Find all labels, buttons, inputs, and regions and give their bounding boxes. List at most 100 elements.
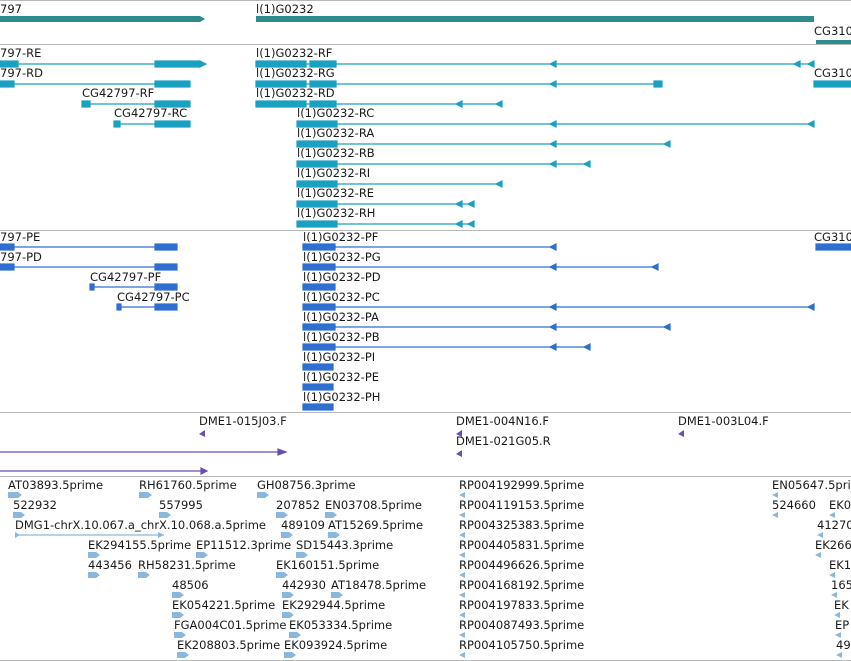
est-marker[interactable]	[829, 572, 835, 578]
transcript-l1g0232-rd[interactable]	[255, 100, 503, 108]
est-marker[interactable]	[459, 572, 465, 578]
protein-label[interactable]: l(1)G0232-PH	[303, 390, 381, 404]
est-marker[interactable]	[282, 612, 294, 618]
protein-l1g0232-pf[interactable]	[302, 243, 557, 251]
est-label[interactable]: AT03893.5prime	[8, 478, 104, 492]
transcript-label[interactable]: l(1)G0232-RB	[297, 146, 375, 160]
est-marker[interactable]	[831, 592, 837, 598]
clone-label[interactable]: DME1-015J03.F	[199, 414, 287, 428]
est-marker[interactable]	[459, 532, 465, 538]
protein-label[interactable]: l(1)G0232-PD	[303, 270, 381, 284]
est-marker[interactable]	[459, 492, 465, 498]
est-label[interactable]: RP004105750.5prime	[459, 638, 585, 652]
est-label[interactable]: EN03708.5prime	[325, 498, 422, 512]
est-marker[interactable]	[459, 592, 465, 598]
est-marker[interactable]	[276, 572, 288, 578]
protein-l1g0232-ph[interactable]	[302, 403, 334, 411]
protein-l1g0232-pe[interactable]	[302, 383, 334, 391]
protein-cg42797-pc[interactable]	[116, 303, 178, 311]
transcript-label[interactable]: 797-RE	[0, 46, 42, 60]
est-marker[interactable]	[196, 552, 208, 558]
est-marker[interactable]	[172, 592, 184, 598]
est-label[interactable]: RP004087493.5prime	[459, 618, 585, 632]
est-marker[interactable]	[88, 572, 100, 578]
est-label[interactable]: AT15269.5prime	[328, 518, 424, 532]
est-marker[interactable]	[296, 552, 308, 558]
transcript-797-rd[interactable]	[0, 80, 191, 88]
clone-span[interactable]	[0, 448, 288, 456]
gene-bar-cg310[interactable]	[816, 40, 851, 44]
transcript-label[interactable]: l(1)G0232-RH	[297, 206, 376, 220]
est-marker[interactable]	[772, 512, 778, 518]
transcript-l1g0232-rc[interactable]	[296, 120, 815, 128]
est-marker[interactable]	[331, 592, 343, 598]
transcript-l1g0232-ri[interactable]	[296, 180, 503, 188]
est-label[interactable]: EK294155.5prime	[88, 538, 192, 552]
est-label[interactable]: EK053334.5prime	[289, 618, 393, 632]
est-marker[interactable]	[328, 532, 340, 538]
clone-label[interactable]: DME1-003L04.F	[678, 414, 769, 428]
est-marker[interactable]	[257, 492, 269, 498]
est-marker[interactable]	[174, 632, 186, 638]
est-label[interactable]: DMG1-chrX.10.067.a_chrX.10.068.a.5prime	[15, 518, 267, 532]
est-label[interactable]: 524660	[772, 498, 816, 512]
est-marker[interactable]	[172, 612, 184, 618]
transcript-label[interactable]: l(1)G0232-RE	[297, 186, 375, 200]
est-marker[interactable]	[284, 652, 296, 658]
clone-marker[interactable]	[199, 430, 205, 437]
est-label[interactable]: 522932	[13, 498, 57, 512]
gene-bar-l1g0232[interactable]	[256, 16, 814, 22]
est-label[interactable]: 49	[836, 638, 851, 652]
protein-l1g0232-pa[interactable]	[302, 323, 671, 331]
protein-l1g0232-pd[interactable]	[302, 283, 336, 291]
gene-bar-797[interactable]	[0, 16, 205, 22]
est-label[interactable]: 489109	[281, 518, 325, 532]
transcript-label[interactable]: l(1)G0232-RC	[297, 106, 375, 120]
est-label[interactable]: RP004197833.5prime	[459, 598, 585, 612]
clone-label[interactable]: DME1-021G05.R	[456, 434, 551, 448]
est-label[interactable]: RP004168192.5prime	[459, 578, 585, 592]
est-label[interactable]: EK266	[815, 538, 851, 552]
transcript-l1g0232-re[interactable]	[296, 200, 475, 208]
est-label[interactable]: RP004325383.5prime	[459, 518, 585, 532]
est-label[interactable]: FGA004C01.5prime	[174, 618, 287, 632]
transcript-label[interactable]: l(1)G0232-RA	[297, 126, 375, 140]
protein-797-pd[interactable]	[0, 263, 178, 271]
transcript-cg310[interactable]	[813, 80, 851, 88]
est-label[interactable]: 48506	[172, 578, 209, 592]
est-marker[interactable]	[325, 512, 337, 518]
est-label[interactable]: RP004405831.5prime	[459, 538, 585, 552]
est-marker[interactable]	[282, 592, 294, 598]
transcript-l1g0232-rh[interactable]	[296, 220, 475, 228]
transcript-label[interactable]: CG42797-RF	[82, 86, 155, 100]
protein-label[interactable]: l(1)G0232-PC	[303, 290, 380, 304]
est-label[interactable]: 165	[831, 578, 851, 592]
protein-label[interactable]: CG310	[814, 230, 851, 244]
est-label[interactable]: EK054221.5prime	[172, 598, 276, 612]
transcript-l1g0232-ra[interactable]	[296, 140, 671, 148]
transcript-label[interactable]: CG310	[814, 66, 851, 80]
est-marker[interactable]	[459, 512, 465, 518]
est-marker[interactable]	[159, 512, 171, 518]
protein-label[interactable]: CG42797-PF	[90, 270, 162, 284]
transcript-label[interactable]: CG42797-RC	[114, 106, 188, 120]
clone-marker[interactable]	[456, 450, 462, 457]
clone-label[interactable]: DME1-004N16.F	[456, 414, 549, 428]
transcript-l1g0232-rg[interactable]	[255, 80, 663, 88]
transcript-label[interactable]: l(1)G0232-RG	[256, 66, 335, 80]
est-label[interactable]: SD15443.3prime	[296, 538, 394, 552]
est-marker[interactable]	[459, 552, 465, 558]
est-marker[interactable]	[815, 552, 821, 558]
est-label[interactable]: RH58231.5prime	[138, 558, 236, 572]
est-label[interactable]: 41270	[817, 518, 851, 532]
est-marker[interactable]	[835, 632, 841, 638]
protein-label[interactable]: 797-PD	[0, 250, 42, 264]
est-label[interactable]: 207852	[276, 498, 320, 512]
est-label[interactable]: EK1	[829, 558, 851, 572]
protein-label[interactable]: l(1)G0232-PE	[303, 370, 380, 384]
gene-label-cg310[interactable]: CG310	[814, 24, 851, 38]
est-marker[interactable]	[817, 532, 823, 538]
protein-cg310[interactable]	[815, 243, 851, 251]
transcript-cg42797-rc[interactable]	[113, 120, 191, 128]
est-label[interactable]: RP004119153.5prime	[459, 498, 585, 512]
